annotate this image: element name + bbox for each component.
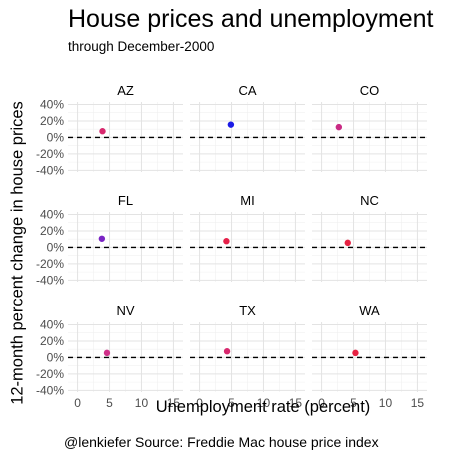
y-tick-label: 20%	[40, 114, 64, 128]
chart-subtitle: through December-2000	[68, 39, 215, 54]
data-point-nv	[103, 349, 111, 357]
data-point-tx	[223, 348, 231, 355]
facet-label-fl: FL	[118, 193, 133, 208]
y-tick-label: 0%	[47, 240, 65, 254]
facet-label-tx: TX	[239, 303, 256, 318]
y-tick-label: 20%	[40, 334, 64, 348]
x-tick-label: 15	[411, 396, 425, 410]
x-tick-label: 0	[318, 396, 325, 410]
data-point-nc	[344, 239, 351, 247]
y-tick-label: -40%	[36, 383, 64, 397]
x-tick-label: 5	[228, 396, 235, 410]
data-point-fl	[98, 235, 106, 242]
y-tick-label: -40%	[36, 273, 64, 287]
x-tick-label: 0	[74, 396, 81, 410]
x-tick-label: 10	[135, 396, 149, 410]
facet-label-mi: MI	[240, 193, 254, 208]
data-point-wa	[352, 349, 359, 357]
y-tick-label: 20%	[40, 224, 64, 238]
x-tick-label: 10	[379, 396, 393, 410]
y-tick-label: -40%	[36, 163, 64, 177]
x-tick-label: 5	[350, 396, 357, 410]
facet-label-nc: NC	[360, 193, 379, 208]
data-point-co	[335, 123, 343, 131]
facet-label-nv: NV	[116, 303, 134, 318]
y-tick-label: 0%	[47, 130, 65, 144]
facet-label-wa: WA	[359, 303, 380, 318]
x-tick-label: 15	[167, 396, 181, 410]
x-tick-label: 5	[106, 396, 113, 410]
x-axis-label: Unemployment rate (percent)	[155, 398, 371, 416]
y-tick-label: 40%	[40, 207, 64, 221]
y-tick-label: 40%	[40, 97, 64, 111]
data-point-mi	[223, 238, 230, 245]
x-tick-label: 10	[257, 396, 271, 410]
facet-label-az: AZ	[117, 83, 134, 98]
y-tick-label: -20%	[36, 147, 64, 161]
y-tick-label: 40%	[40, 317, 64, 331]
x-tick-label: 0	[196, 396, 203, 410]
facet-label-co: CO	[360, 83, 380, 98]
data-point-az	[99, 128, 106, 135]
y-tick-label: -20%	[36, 367, 64, 381]
x-tick-label: 15	[289, 396, 303, 410]
data-point-ca	[227, 121, 235, 128]
chart-title: House prices and unemployment	[68, 5, 434, 33]
chart-caption: @lenkiefer Source: Freddie Mac house pri…	[64, 434, 379, 450]
facet-label-ca: CA	[238, 83, 256, 98]
y-tick-label: -20%	[36, 257, 64, 271]
y-tick-label: 0%	[47, 350, 65, 364]
